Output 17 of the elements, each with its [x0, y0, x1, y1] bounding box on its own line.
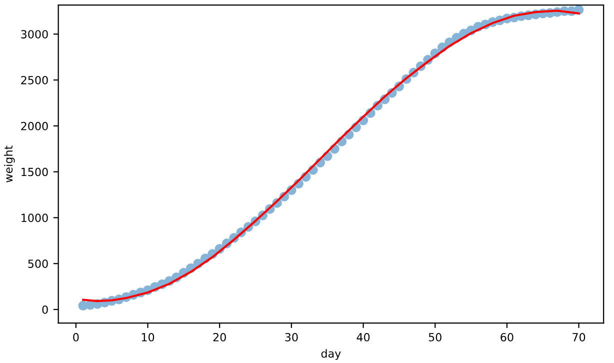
x-axis-title: day	[321, 349, 341, 360]
x-tick-label: 40	[356, 332, 370, 342]
x-tick-label: 70	[572, 332, 586, 342]
x-tick-label: 0	[73, 332, 79, 342]
x-tick-label: 20	[213, 332, 226, 342]
y-tick-label: 500	[28, 260, 48, 268]
y-tick-label: 1000	[22, 214, 48, 222]
y-tick-label: 2000	[21, 122, 48, 130]
y-tick-label: 1500	[22, 168, 48, 176]
x-tick-label: 50	[428, 332, 442, 342]
y-tick-label: 3000	[21, 30, 48, 38]
x-tick-label: 30	[285, 332, 298, 342]
y-axis-title: weight	[4, 146, 15, 182]
x-tick-label: 10	[142, 332, 154, 342]
y-tick-label: 2500	[21, 76, 48, 84]
y-tick-label: 0	[42, 305, 48, 314]
x-tick-label: 60	[500, 332, 514, 342]
